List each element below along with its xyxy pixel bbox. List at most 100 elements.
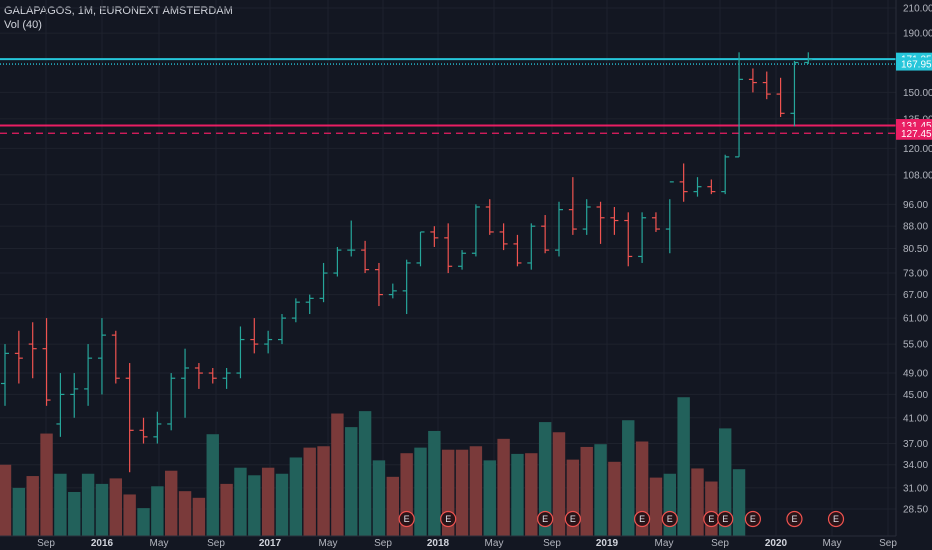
earnings-marker-circle[interactable]	[661, 510, 678, 528]
earnings-marker[interactable]: E	[744, 510, 762, 528]
time-axis[interactable]: Sep 2016 May Sep 2017 May Sep 2018 May Sep 2019 May…	[0, 535, 932, 550]
price-tick-label: 34.00	[903, 460, 928, 471]
volume-bar	[331, 413, 344, 536]
ohlc-bar	[28, 322, 37, 379]
ohlc-bar	[14, 330, 23, 384]
price-tick-label: 31.00	[903, 483, 928, 494]
earnings-marker-circle[interactable]	[440, 510, 457, 528]
ohlc-bar	[264, 330, 273, 354]
price-tick-label: 88.00	[903, 222, 928, 233]
time-tick-label: Sep	[207, 538, 225, 549]
volume-bar	[428, 430, 441, 536]
ohlc-bar	[707, 179, 716, 195]
ohlc-bar	[319, 262, 328, 303]
earnings-marker-label: E	[791, 514, 797, 524]
earnings-marker[interactable]: E	[717, 510, 734, 528]
earnings-marker-circle[interactable]	[633, 510, 651, 528]
volume-bar	[275, 473, 289, 536]
price-tick-label: 41.00	[903, 413, 928, 424]
earnings-marker-circle[interactable]	[827, 510, 845, 528]
ohlc-bar	[42, 318, 51, 406]
volume-bar	[0, 464, 12, 536]
earnings-marker[interactable]: E	[703, 510, 720, 528]
earnings-marker-circle[interactable]	[717, 510, 734, 528]
price-level-badge	[896, 57, 932, 71]
earnings-marker[interactable]: E	[786, 510, 803, 528]
volume-bar	[649, 477, 663, 536]
price-tick-label: 28.50	[903, 505, 928, 516]
time-tick-label: 2018	[427, 538, 450, 549]
ohlc-bar	[236, 326, 245, 379]
price-tick-label: 37.00	[903, 439, 928, 450]
volume-bar	[220, 483, 233, 536]
earnings-marker-circle[interactable]	[744, 510, 762, 528]
volume-bar	[414, 447, 427, 536]
earnings-marker-circle[interactable]	[537, 510, 554, 528]
volume-bar	[289, 457, 303, 536]
time-tick-label: Sep	[711, 538, 729, 549]
price-level-label: 127.45	[901, 129, 932, 140]
volume-bar	[317, 446, 330, 536]
ohlc-bar	[125, 363, 134, 473]
ohlc-bar	[485, 199, 494, 235]
time-tick-label: Sep	[543, 538, 561, 549]
volume-bar	[12, 487, 26, 536]
earnings-marker[interactable]: E	[398, 510, 415, 528]
volume-bar	[469, 446, 483, 536]
volume-bar	[691, 468, 704, 536]
volume-bar	[95, 483, 109, 536]
time-tick-label: Sep	[37, 538, 55, 549]
ohlc-bar	[458, 250, 467, 270]
price-tick-label: 210.00	[903, 4, 932, 15]
price-level-badge	[896, 126, 932, 140]
earnings-marker[interactable]: E	[440, 510, 457, 528]
earnings-marker[interactable]: E	[537, 510, 554, 528]
ohlc-bar	[153, 411, 162, 444]
earnings-marker-circle[interactable]	[564, 510, 581, 528]
volume-bar	[40, 433, 53, 536]
ohlc-bar	[471, 204, 480, 257]
ohlc-bar	[402, 259, 411, 315]
ohlc-bar	[305, 294, 314, 315]
ohlc-bar	[444, 223, 453, 274]
price-level-label: 131.45	[901, 121, 932, 132]
volume-bar	[483, 460, 496, 536]
price-level-label: 167.95	[901, 60, 932, 71]
ohlc-bar	[679, 163, 688, 202]
volume-bar	[732, 469, 746, 536]
horizontal-levels[interactable]	[0, 58, 896, 134]
volume-bar	[594, 444, 607, 536]
volume-bar	[622, 420, 635, 536]
time-tick-label: May	[150, 538, 169, 549]
volume-bar	[455, 449, 469, 536]
ohlc-bar	[361, 240, 370, 274]
ohlc-bar	[651, 212, 660, 232]
ohlc-bar	[70, 373, 79, 418]
earnings-marker[interactable]: E	[633, 510, 651, 528]
price-axis[interactable]: 210.00190.00150.00135.00120.00108.0096.0…	[895, 0, 932, 550]
price-tick-label: 108.00	[903, 170, 932, 181]
ohlc-bar	[416, 231, 425, 267]
time-tick-label: May	[319, 538, 338, 549]
earnings-marker[interactable]: E	[827, 510, 845, 528]
earnings-marker[interactable]: E	[661, 510, 678, 528]
earnings-marker-circle[interactable]	[398, 510, 415, 528]
earnings-marker[interactable]: E	[564, 510, 581, 528]
time-tick-label: 2019	[596, 538, 619, 549]
volume-bar	[345, 427, 358, 536]
earnings-marker-label: E	[667, 514, 673, 524]
price-tick-label: 190.00	[903, 29, 932, 40]
earnings-marker-circle[interactable]	[786, 510, 803, 528]
earnings-marker-label: E	[639, 514, 645, 524]
volume-bar	[497, 438, 510, 536]
volume-bar	[719, 428, 732, 536]
volume-bar	[206, 434, 219, 536]
ohlc-bar	[555, 201, 563, 257]
volume-bar	[552, 432, 566, 536]
volume-bar	[26, 476, 39, 536]
volume-bar	[68, 491, 81, 536]
earnings-marker-label: E	[708, 514, 714, 524]
volume-bar	[303, 447, 316, 536]
